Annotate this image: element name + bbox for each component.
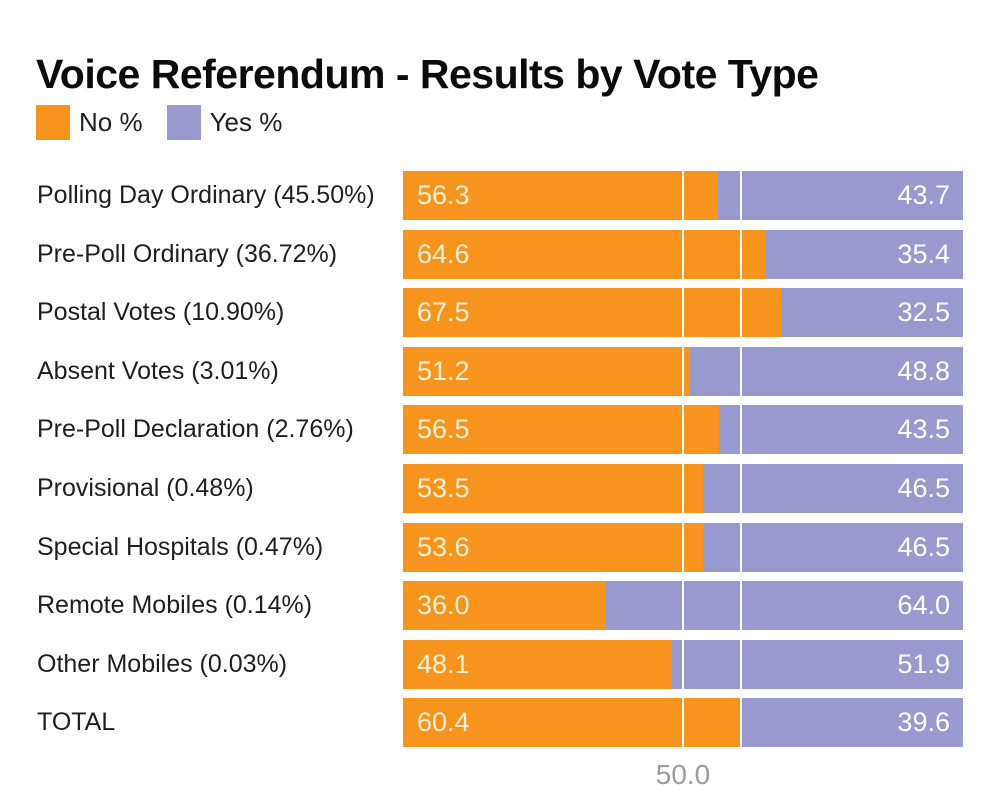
stacked-bar: 56.5 43.5 xyxy=(403,405,963,455)
category-label: Pre-Poll Declaration (2.76%) xyxy=(37,415,354,444)
yes-legend-swatch-icon xyxy=(166,105,201,140)
stacked-bar: 36.0 64.0 xyxy=(403,581,963,631)
yes-value-label: 46.5 xyxy=(897,531,950,562)
category-label: Other Mobiles (0.03%) xyxy=(37,649,288,678)
yes-segment: 35.4 xyxy=(764,229,963,279)
legend-item-yes: Yes % xyxy=(166,105,283,140)
no-legend-label: No % xyxy=(79,107,143,137)
stacked-bar: 67.5 32.5 xyxy=(403,288,963,338)
chart-rows: Polling Day Ordinary (45.50%) 56.3 43.7 Pre… xyxy=(37,171,963,748)
x-axis-tick-label: 50.0 xyxy=(655,759,711,790)
yes-value-label: 43.7 xyxy=(897,180,950,210)
category-label: Polling Day Ordinary (45.50%) xyxy=(37,181,375,209)
yes-segment: 51.9 xyxy=(672,639,963,689)
no-value-label: 53.6 xyxy=(417,531,470,562)
yes-segment: 39.6 xyxy=(741,698,963,748)
legend-item-no: No % xyxy=(36,105,143,140)
chart-row: Pre-Poll Ordinary (36.72%) 64.6 35.4 xyxy=(37,229,963,279)
stacked-bar: 60.4 39.6 xyxy=(403,698,963,748)
no-value-label: 56.3 xyxy=(417,180,470,210)
no-segment: 36.0 xyxy=(403,581,605,631)
chart-row: Special Hospitals (0.47%) 53.6 46.5 xyxy=(37,522,963,572)
chart-row: Other Mobiles (0.03%) 48.1 51.9 xyxy=(37,639,963,689)
yes-value-label: 51.9 xyxy=(897,648,950,679)
chart-row: Absent Votes (3.01%) 51.2 48.8 xyxy=(37,346,963,396)
category-label: Postal Votes (10.90%) xyxy=(37,298,285,327)
stacked-bar: 56.3 43.7 xyxy=(403,171,963,220)
chart-title: Voice Referendum - Results by Vote Type xyxy=(36,51,819,98)
category-label: Absent Votes (3.01%) xyxy=(37,356,279,385)
no-value-label: 53.5 xyxy=(417,472,470,503)
no-value-label: 51.2 xyxy=(417,355,470,386)
chart-row: TOTAL 60.4 39.6 xyxy=(37,698,963,748)
stacked-bar: 53.5 46.5 xyxy=(403,463,963,513)
yes-value-label: 48.8 xyxy=(897,355,950,386)
yes-value-label: 32.5 xyxy=(897,297,950,328)
no-value-label: 48.1 xyxy=(417,648,470,679)
gridline-60 xyxy=(739,171,742,747)
no-value-label: 36.0 xyxy=(417,590,470,621)
yes-segment: 64.0 xyxy=(604,581,963,631)
no-segment: 56.5 xyxy=(403,405,720,455)
category-label: Special Hospitals (0.47%) xyxy=(37,532,324,561)
yes-segment: 46.5 xyxy=(702,522,963,572)
yes-segment: 43.7 xyxy=(718,171,963,220)
no-value-label: 56.5 xyxy=(417,414,470,445)
no-segment: 53.6 xyxy=(403,522,703,572)
chart-row: Postal Votes (10.90%) 67.5 32.5 xyxy=(37,288,963,338)
no-segment: 60.4 xyxy=(403,698,742,748)
no-value-label: 64.6 xyxy=(417,238,470,269)
stacked-bar: 64.6 35.4 xyxy=(403,229,963,279)
category-label: Provisional (0.48%) xyxy=(37,473,254,502)
category-label: TOTAL xyxy=(37,708,116,737)
stacked-bar: 48.1 51.9 xyxy=(403,639,963,689)
no-value-label: 60.4 xyxy=(417,707,470,738)
stacked-bar: 51.2 48.8 xyxy=(403,346,963,396)
no-value-label: 67.5 xyxy=(417,297,470,328)
legend: No % Yes % xyxy=(36,105,282,140)
yes-value-label: 39.6 xyxy=(897,707,950,738)
no-segment: 67.5 xyxy=(403,288,781,338)
category-label: Pre-Poll Ordinary (36.72%) xyxy=(37,239,338,268)
yes-value-label: 43.5 xyxy=(897,414,950,445)
yes-legend-label: Yes % xyxy=(209,107,283,137)
yes-segment: 32.5 xyxy=(781,288,963,338)
chart-row: Provisional (0.48%) 53.5 46.5 xyxy=(37,463,963,513)
chart-row: Remote Mobiles (0.14%) 36.0 64.0 xyxy=(37,581,963,631)
no-segment: 64.6 xyxy=(403,229,765,279)
yes-segment: 43.5 xyxy=(719,405,963,455)
no-legend-swatch-icon xyxy=(36,105,70,140)
yes-value-label: 46.5 xyxy=(897,472,950,503)
no-segment: 53.5 xyxy=(403,463,703,513)
chart-row: Pre-Poll Declaration (2.76%) 56.5 43.5 xyxy=(37,405,963,455)
yes-value-label: 64.0 xyxy=(897,590,950,621)
no-segment: 56.3 xyxy=(403,171,719,220)
stacked-bar-chart: Polling Day Ordinary (45.50%) 56.3 43.7 Pre… xyxy=(37,171,963,801)
yes-value-label: 35.4 xyxy=(897,238,950,269)
gridline-50 xyxy=(682,171,684,747)
category-label: Remote Mobiles (0.14%) xyxy=(37,591,313,620)
chart-row: Polling Day Ordinary (45.50%) 56.3 43.7 xyxy=(37,171,963,220)
yes-segment: 46.5 xyxy=(702,463,963,513)
stacked-bar: 53.6 46.5 xyxy=(403,522,963,572)
no-segment: 51.2 xyxy=(403,346,690,396)
yes-segment: 48.8 xyxy=(689,346,963,396)
no-segment: 48.1 xyxy=(403,639,673,689)
